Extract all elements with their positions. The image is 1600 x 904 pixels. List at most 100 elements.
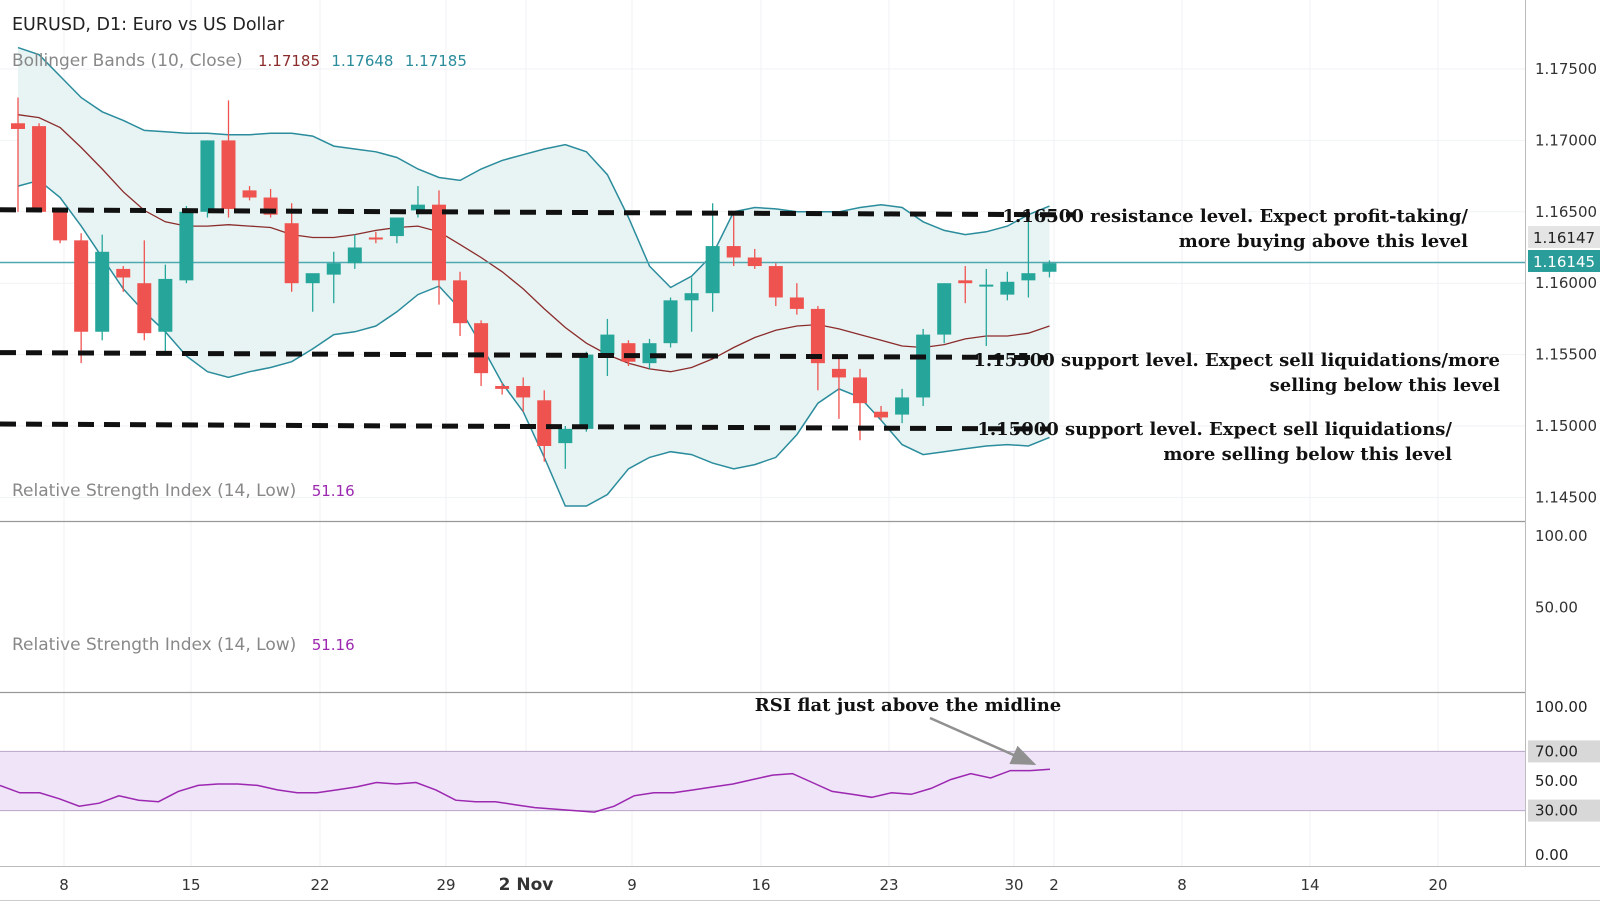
candle — [1000, 271, 1015, 301]
candle — [284, 203, 299, 292]
rsi-label-1: Relative Strength Index (14, Low) — [12, 481, 296, 501]
candle — [937, 283, 952, 344]
candle-body — [495, 386, 510, 389]
candle-body — [137, 283, 152, 334]
candle-body — [368, 237, 383, 240]
time-axis-label: 8 — [59, 876, 69, 894]
bollinger-value-2: 1.17648 — [331, 52, 393, 70]
price-axis[interactable]: 1.17500 1.17000 1.16500 1.16000 1.15500 1.150… — [1528, 60, 1600, 864]
price-axis-label: 1.15500 — [1535, 346, 1597, 364]
candle — [495, 383, 510, 395]
candle-body — [642, 343, 657, 364]
bollinger-legend: Bollinger Bands (10, Close) 1.17185 1.17… — [12, 51, 467, 71]
candle — [768, 263, 783, 307]
time-axis-label: 8 — [1177, 876, 1187, 894]
bollinger-value-3: 1.17185 — [405, 52, 467, 70]
rsi-annotation-arrow — [929, 716, 1037, 766]
candle — [432, 190, 446, 305]
price-box-text: 1.16147 — [1533, 229, 1595, 247]
candle-body — [684, 293, 699, 301]
candle — [810, 306, 825, 391]
dashed-level-line-support-1 — [0, 350, 1049, 361]
rsi-legend-2: Relative Strength Index (14, Low) 51.16 — [12, 635, 355, 655]
candle — [200, 140, 215, 218]
time-axis[interactable]: 8 15 22 29 2 Nov 9 16 23 30 2 8 14 20 — [59, 875, 1447, 895]
bollinger-upper-line — [17, 46, 1050, 289]
candle — [663, 297, 678, 348]
candle — [179, 206, 194, 284]
candle-body — [810, 308, 825, 364]
candle-body — [768, 266, 783, 298]
time-axis-label: 16 — [751, 876, 770, 894]
candle — [916, 328, 931, 407]
candle-body — [958, 280, 973, 284]
candle — [684, 277, 699, 332]
candle — [305, 273, 320, 312]
price-box-bg — [1528, 250, 1600, 272]
annotation-levels — [0, 207, 1076, 432]
candle-body — [705, 246, 720, 294]
candle-body — [474, 323, 489, 374]
rsi-axis-label: 50.00 — [1535, 772, 1578, 790]
support-1-note-line-2: selling below this level — [1270, 375, 1501, 396]
time-axis-label: 15 — [181, 876, 200, 894]
candle-body — [389, 217, 404, 237]
candle-body — [853, 377, 867, 404]
bollinger-value-1: 1.17185 — [258, 52, 320, 70]
candle-body — [916, 334, 931, 398]
candle-body — [200, 140, 215, 212]
candle-body — [1042, 263, 1057, 272]
time-axis-label: 2 — [1049, 876, 1059, 894]
time-axis-label: 9 — [627, 876, 637, 894]
time-axis-label: 20 — [1428, 876, 1447, 894]
candle-body — [95, 251, 110, 332]
rsi-band-fill — [0, 751, 1525, 811]
candle-body — [600, 334, 615, 355]
candle-body — [558, 428, 573, 444]
candle — [347, 234, 362, 269]
candle — [558, 426, 573, 469]
time-axis-label: 30 — [1004, 876, 1023, 894]
support-1-note-line-1: 1.15500 support level. Expect sell liqui… — [973, 350, 1500, 371]
candle — [516, 377, 531, 412]
candle-body — [221, 140, 236, 209]
rsi-axis-label: 0.00 — [1535, 846, 1568, 864]
candle — [1021, 211, 1036, 298]
price-axis-label: 1.15000 — [1535, 417, 1597, 435]
candle — [158, 264, 173, 355]
candle — [895, 388, 910, 424]
rsi-legend-1: Relative Strength Index (14, Low) 51.16 — [12, 481, 355, 501]
candle — [705, 203, 720, 312]
price-axis-label: 1.17000 — [1535, 131, 1597, 149]
candle-body — [831, 368, 846, 378]
rsi-band-label-bg — [1528, 740, 1600, 763]
price-axis-label: 1.17500 — [1535, 60, 1597, 78]
candle-body — [326, 263, 341, 275]
candle — [242, 186, 257, 201]
candle-body — [895, 397, 910, 415]
candle — [600, 318, 615, 377]
candle-body — [410, 204, 425, 211]
rsi-axis-label: 100.00 — [1535, 698, 1588, 716]
candle-body — [663, 300, 678, 344]
candle-body — [432, 204, 446, 281]
rsi-axis-label: 100.00 — [1535, 527, 1588, 545]
candle — [874, 406, 889, 421]
candle — [137, 240, 152, 341]
candle-body — [1000, 281, 1015, 295]
rsi-annotation: RSI flat just above the midline — [755, 695, 1062, 716]
candle — [747, 248, 762, 269]
bollinger-label: Bollinger Bands (10, Close) — [12, 51, 243, 71]
price-box-current: 1.16145 — [1528, 250, 1600, 272]
rsi-axis-label: 30.00 — [1535, 802, 1578, 820]
candle-body — [937, 283, 952, 335]
support-2-note-line-1: 1.15000 support level. Expect sell liqui… — [977, 419, 1452, 440]
candle-body — [537, 400, 552, 446]
candle — [789, 283, 804, 315]
candle-body — [347, 247, 362, 264]
support-2-note-line-2: more selling below this level — [1163, 444, 1452, 465]
candle — [32, 123, 47, 212]
candle — [831, 357, 846, 419]
candle-body — [453, 280, 468, 324]
